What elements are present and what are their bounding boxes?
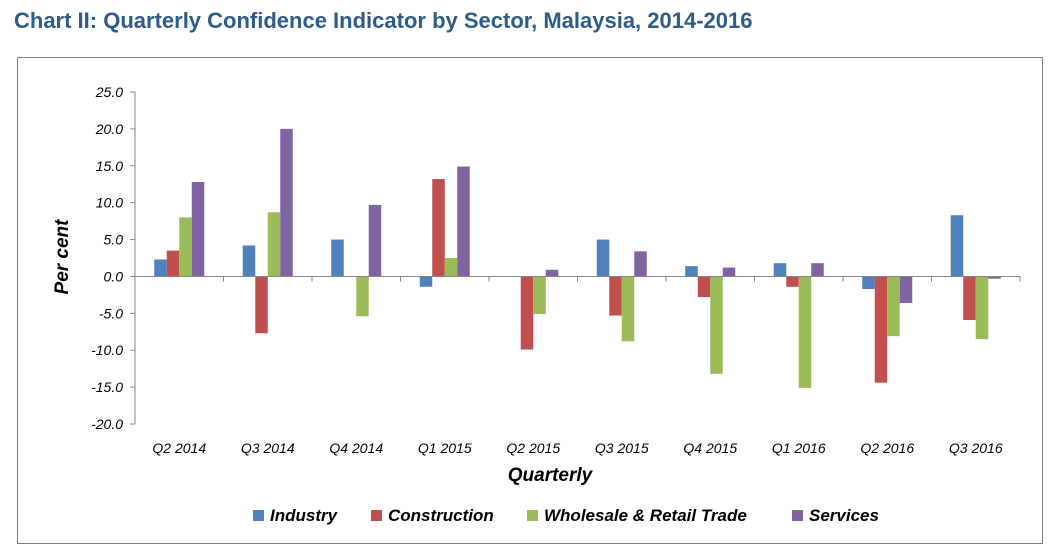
bar-industry-q3-2016	[950, 215, 964, 277]
bar-construction-q4-2015	[697, 276, 711, 298]
x-axis-title: Quarterly	[508, 465, 594, 486]
x-tick-label: Q3 2014	[241, 440, 295, 456]
x-tick-label: Q1 2016	[772, 440, 826, 456]
bar-wholesale-retail-trade-q2-2014	[179, 217, 192, 277]
y-tick-label: -5.0	[99, 305, 123, 321]
bar-construction-q2-2016	[874, 276, 888, 383]
legend-label: Construction	[388, 506, 494, 525]
legend-swatch	[253, 510, 264, 521]
bar-construction-q1-2015	[432, 179, 445, 277]
x-tick-label: Q4 2015	[683, 440, 737, 456]
bar-construction-q3-2014	[255, 276, 268, 334]
chart-frame	[17, 57, 1043, 544]
x-tick-label: Q2 2014	[152, 440, 206, 456]
y-tick-label: 15.0	[96, 158, 123, 174]
x-tick-label: Q3 2015	[595, 440, 649, 456]
x-tick-label: Q2 2015	[506, 440, 560, 456]
x-tick-label: Q4 2014	[329, 440, 383, 456]
x-tick-label: Q3 2016	[949, 440, 1003, 456]
bar-wholesale-retail-trade-q1-2015	[444, 258, 458, 277]
bar-industry-q4-2014	[331, 239, 344, 277]
bar-wholesale-retail-trade-q3-2014	[267, 212, 281, 277]
bar-construction-q2-2015	[520, 276, 534, 350]
bar-wholesale-retail-trade-q2-2015	[533, 276, 546, 315]
bar-services-q4-2015	[722, 267, 736, 277]
bar-services-q2-2015	[545, 269, 559, 277]
x-axis: Q2 2014 Q3 2014 Q4 2014 Q1 2015 Q2 2015 Q3 20…	[134, 275, 1021, 456]
y-tick-label: -20.0	[91, 416, 123, 432]
bar-services-q2-2014	[191, 182, 205, 277]
bar-wholesale-retail-trade-q3-2016	[975, 276, 989, 340]
bar-services-q4-2014	[368, 204, 382, 277]
bar-industry-q2-2016	[862, 276, 875, 289]
bar-services-q1-2015	[457, 166, 470, 277]
bars	[154, 128, 1001, 388]
bar-industry-q3-2014	[242, 245, 256, 277]
chart-title: Chart II: Quarterly Confidence Indicator…	[14, 8, 753, 33]
bar-services-q2-2016	[899, 276, 913, 303]
y-tick-label: 0.0	[104, 268, 124, 284]
x-tick-label: Q1 2015	[418, 440, 472, 456]
y-axis: 25.0 20.0 15.0 10.0 5.0 0.0 -5.0 -10.0 -15.0 -20.…	[91, 84, 136, 432]
x-tick-label: Q2 2016	[860, 440, 914, 456]
bar-construction-q3-2015	[609, 276, 622, 316]
y-tick-label: 10.0	[96, 195, 123, 211]
bar-industry-q3-2015	[596, 239, 610, 277]
bar-wholesale-retail-trade-q4-2014	[356, 276, 369, 317]
legend-label: Services	[809, 506, 879, 525]
legend-swatch	[371, 510, 382, 521]
bar-construction-q3-2016	[963, 276, 976, 320]
bar-industry-q1-2015	[419, 276, 433, 287]
bar-wholesale-retail-trade-q1-2016	[798, 276, 812, 388]
y-tick-label: -10.0	[91, 342, 123, 358]
bar-construction-q2-2014	[166, 250, 180, 277]
y-tick-label: 20.0	[95, 121, 123, 137]
bar-industry-q2-2014	[154, 259, 167, 277]
y-axis-title: Per cent	[52, 219, 73, 295]
bar-services-q3-2015	[634, 251, 647, 277]
y-tick-label: 25.0	[95, 84, 123, 100]
y-tick-label: -15.0	[91, 379, 123, 395]
bar-services-q1-2016	[811, 263, 824, 277]
bar-industry-q1-2016	[773, 263, 787, 277]
legend-swatch	[792, 510, 803, 521]
bar-wholesale-retail-trade-q3-2015	[621, 276, 635, 342]
bar-industry-q4-2015	[685, 266, 698, 277]
legend-label: Wholesale & Retail Trade	[544, 506, 747, 525]
legend-swatch	[527, 510, 538, 521]
legend-label: Industry	[270, 506, 339, 525]
bar-services-q3-2014	[280, 128, 293, 277]
y-tick-label: 5.0	[104, 232, 124, 248]
legend: Industry Construction Wholesale & Retail T…	[253, 506, 879, 525]
bar-services-q3-2016	[988, 276, 1001, 279]
bar-construction-q1-2016	[786, 276, 799, 287]
bar-wholesale-retail-trade-q2-2016	[887, 276, 900, 337]
bar-wholesale-retail-trade-q4-2015	[710, 276, 723, 374]
